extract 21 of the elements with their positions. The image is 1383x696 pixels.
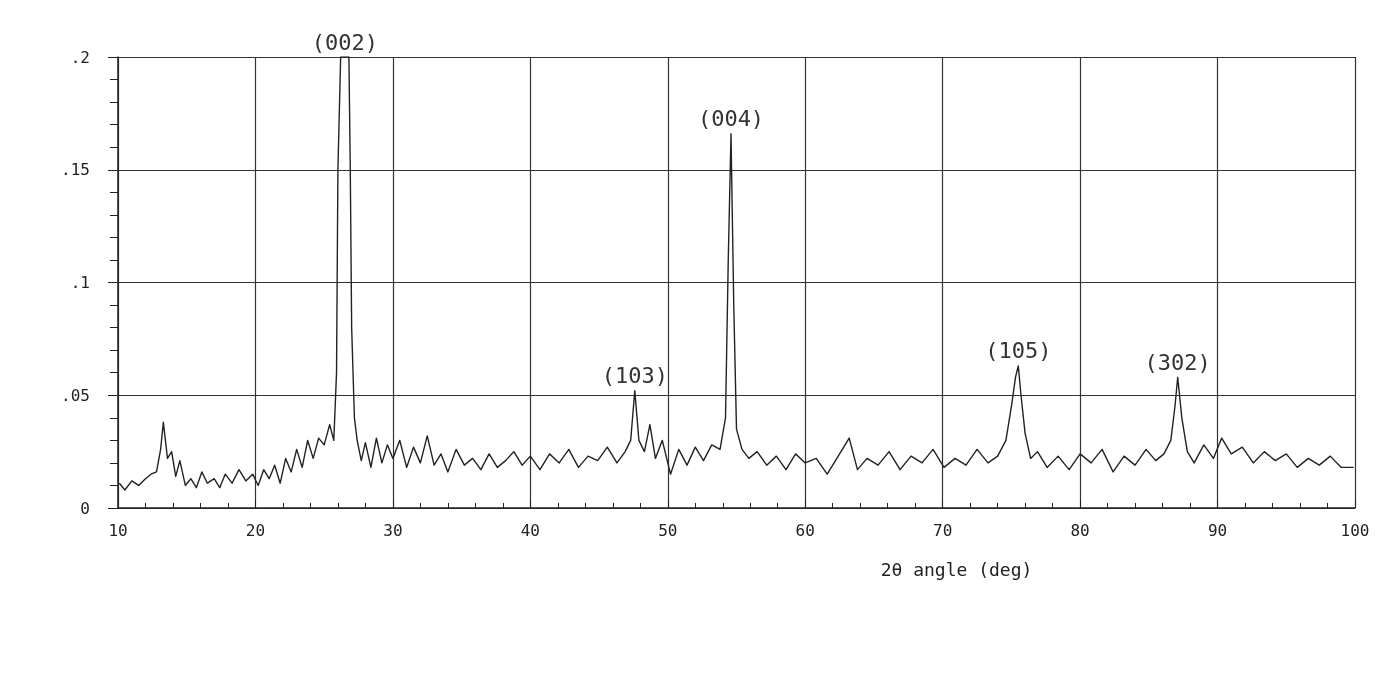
annotation: (103) (601, 363, 668, 389)
x-tick-label: 70 (933, 520, 953, 540)
x-tick-label: 30 (383, 520, 403, 540)
annotation: (105) (985, 338, 1052, 364)
annotation: (002) (311, 29, 378, 55)
x-tick-label: 50 (658, 520, 678, 540)
y-tick-label: .2 (70, 47, 90, 67)
y-tick-label: .15 (61, 160, 90, 180)
y-tick-label: 0 (80, 498, 90, 518)
annotation: (302) (1144, 349, 1211, 375)
y-tick-label: .1 (70, 273, 90, 292)
x-tick-label: 60 (795, 520, 815, 540)
x-tick-label: 100 (1340, 520, 1370, 540)
x-tick-label: 10 (108, 520, 128, 540)
x-tick-label: 20 (245, 520, 266, 540)
x-axis-title: 2θ angle (deg) (880, 558, 1033, 580)
x-tick-label: 90 (1207, 520, 1228, 540)
y-tick-label: .05 (61, 385, 90, 405)
x-tick-label: 40 (520, 520, 540, 540)
x-tick-label: 80 (1070, 520, 1090, 540)
annotation: (004) (697, 106, 765, 132)
